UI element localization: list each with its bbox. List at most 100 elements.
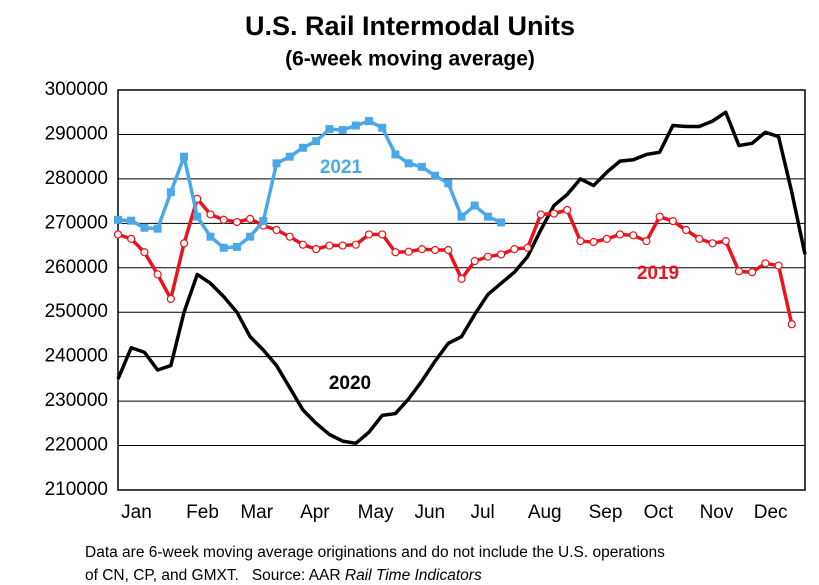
marker [364,230,374,239]
marker [206,210,215,219]
marker [285,232,294,241]
x-tick-label: May [358,502,394,523]
marker [378,123,387,132]
marker [589,237,598,247]
marker [391,150,400,159]
plot-area [117,89,806,491]
x-tick-label: Oct [644,502,674,523]
marker [246,232,255,241]
series-label: 2021 [320,157,363,178]
label-bg [310,370,390,398]
marker [298,143,307,152]
marker [695,234,704,243]
marker [536,210,545,219]
x-tick-label: Apr [300,502,330,523]
x-tick-label: Dec [754,502,788,523]
marker [232,217,242,227]
marker [681,225,691,235]
footnote-italic: Rail Time Indicators [345,567,482,584]
marker [127,216,136,225]
marker [140,223,149,232]
y-tick-label: 280000 [45,168,108,189]
marker [774,261,783,270]
y-tick-label: 260000 [45,257,108,278]
marker [127,234,136,243]
marker [153,270,162,279]
footnote: of CN, CP, and GMXT. Source: AAR Rail Ti… [85,567,482,584]
marker [417,245,426,254]
y-tick-label: 230000 [45,390,108,411]
marker [615,230,625,239]
marker [179,239,189,248]
marker [338,241,347,250]
marker [404,159,413,168]
marker [351,121,360,130]
marker [457,212,466,221]
series-label: 2020 [329,373,371,394]
marker [642,237,651,246]
y-tick-label: 290000 [45,123,108,144]
marker [325,241,334,250]
marker [114,215,122,224]
x-tick-label: Jun [414,502,445,523]
marker [272,159,281,168]
marker [549,209,559,218]
marker [153,224,162,233]
marker [563,205,572,215]
x-tick-label: Jan [121,502,152,523]
marker [497,218,506,227]
marker [391,248,400,257]
x-tick-label: Jul [470,502,494,523]
marker [708,239,717,248]
marker [140,248,149,257]
marker [219,243,228,252]
marker [298,240,308,249]
marker [457,274,466,283]
footnote-text: of CN, CP, and GMXT. Source: AAR [85,567,345,584]
marker [431,171,440,180]
marker [576,237,585,246]
series-line [117,197,794,325]
marker [430,245,440,255]
marker [404,247,413,256]
marker [761,259,770,268]
footnote: Data are 6-week moving average originati… [85,544,665,561]
marker [655,212,664,221]
x-tick-label: Aug [528,502,562,523]
marker [166,294,175,303]
y-tick-label: 240000 [45,346,108,367]
marker [219,215,228,224]
x-tick-label: Nov [700,502,734,523]
marker [365,117,374,126]
marker [312,137,321,146]
marker [232,242,241,251]
marker [113,230,123,239]
marker [325,125,334,134]
y-tick-label: 300000 [45,79,108,100]
marker [378,230,387,239]
marker [272,225,281,235]
y-tick-label: 210000 [45,479,108,500]
marker [483,252,493,261]
marker [734,267,744,276]
marker [668,217,677,226]
marker [470,257,479,266]
marker [206,232,215,241]
marker [483,212,492,221]
y-tick-label: 250000 [45,301,108,322]
marker [748,268,757,277]
marker [417,162,426,171]
marker [444,245,453,255]
marker [193,212,202,221]
marker [246,214,255,223]
y-tick-label: 270000 [45,212,108,233]
chart-subtitle: (6-week moving average) [285,48,535,71]
marker [285,152,294,161]
marker [444,179,453,188]
y-tick-label: 220000 [45,435,108,456]
marker [787,320,796,329]
marker [602,234,611,243]
marker [510,245,519,254]
marker [523,243,532,252]
